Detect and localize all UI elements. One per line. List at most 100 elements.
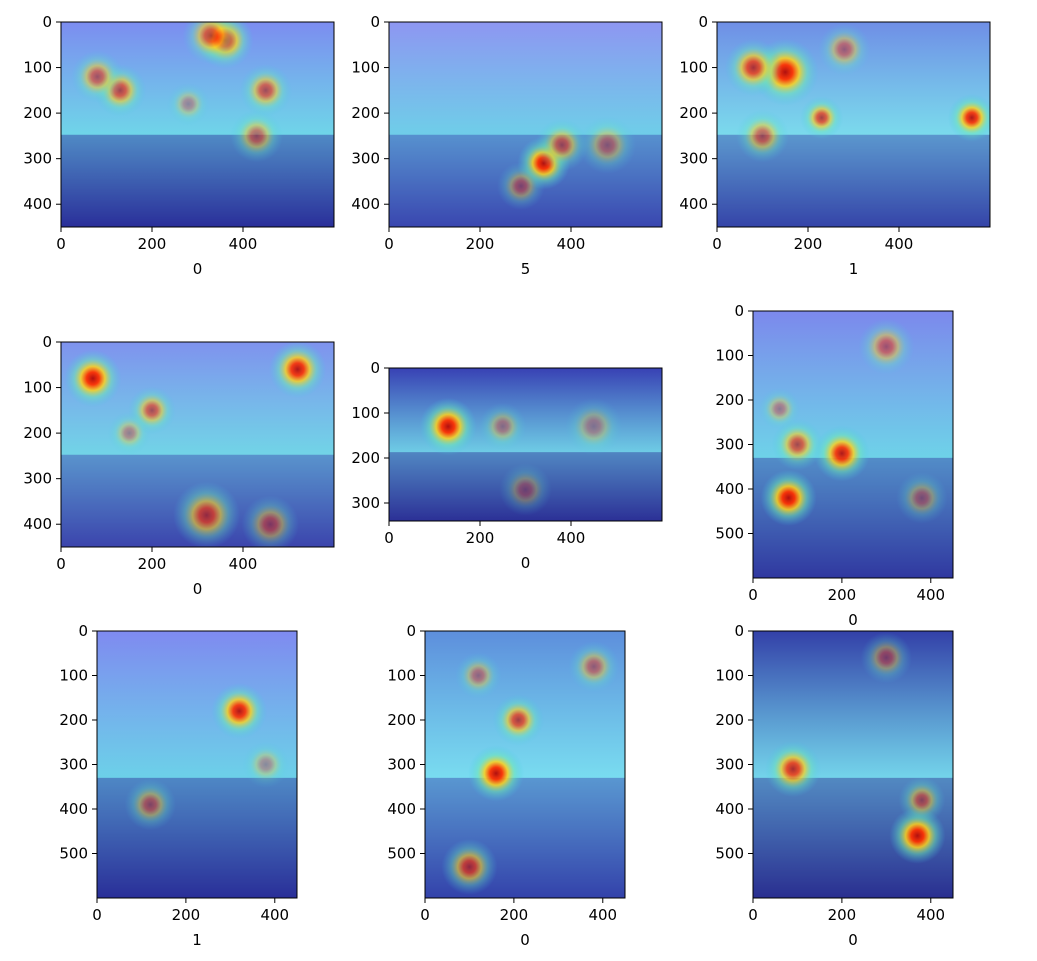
y-tick-label: 400 <box>23 515 52 533</box>
y-tick-label: 300 <box>715 756 744 774</box>
y-tick-label: 100 <box>351 404 380 422</box>
y-tick-label: 100 <box>23 379 52 397</box>
x-tick-label: 0 <box>420 906 430 924</box>
x-axis-label: 0 <box>521 554 531 572</box>
x-tick-label: 0 <box>384 529 394 547</box>
y-tick-label: 400 <box>679 195 708 213</box>
heatmap-panel-1: 0 200 400 0 100 200 300 400 0 <box>23 13 335 278</box>
heatmap-hotspot <box>107 411 151 455</box>
x-tick-label: 400 <box>229 555 258 573</box>
y-tick-label: 200 <box>715 711 744 729</box>
heatmap-hotspot <box>230 109 283 163</box>
heatmap-hotspot <box>419 397 477 456</box>
x-tick-label: 200 <box>466 529 495 547</box>
heatmap-hotspot <box>760 469 817 526</box>
axes-frame <box>60 21 335 228</box>
heatmap-hotspot <box>492 694 545 746</box>
heatmap-hotspot <box>947 93 990 142</box>
y-tick-label: 400 <box>715 800 744 818</box>
y-tick-label: 0 <box>734 302 744 320</box>
x-axis-label: 0 <box>848 611 858 629</box>
y-tick-label: 100 <box>59 667 88 685</box>
y-tick-label: 0 <box>42 333 52 351</box>
x-axis-label: 1 <box>192 931 202 949</box>
x-tick-label: 400 <box>885 235 914 253</box>
y-tick-label: 100 <box>715 347 744 365</box>
y-tick-label: 100 <box>387 667 416 685</box>
heatmap-hotspot <box>497 162 545 210</box>
y-tick-label: 100 <box>679 59 708 77</box>
heatmap-hotspot <box>71 50 124 103</box>
x-tick-label: 200 <box>138 555 167 573</box>
y-tick-label: 400 <box>351 195 380 213</box>
y-tick-label: 0 <box>78 622 88 640</box>
heatmap-hotspot <box>242 741 290 788</box>
heatmap-hotspot <box>568 640 620 693</box>
x-tick-label: 0 <box>56 555 66 573</box>
y-tick-label: 400 <box>387 800 416 818</box>
y-tick-label: 200 <box>59 711 88 729</box>
y-tick-label: 400 <box>23 195 52 213</box>
y-tick-label: 300 <box>59 756 88 774</box>
y-tick-label: 300 <box>387 756 416 774</box>
y-tick-label: 400 <box>59 800 88 818</box>
axes-frame <box>60 341 335 548</box>
heatmap-hotspot <box>736 109 789 163</box>
x-tick-label: 200 <box>828 906 857 924</box>
heatmap-hotspot <box>182 22 240 65</box>
heatmap-hotspot <box>173 481 241 547</box>
y-tick-label: 0 <box>370 13 380 31</box>
heatmap-hotspot <box>124 778 177 831</box>
y-tick-label: 100 <box>351 59 380 77</box>
x-tick-label: 400 <box>260 906 289 924</box>
x-tick-label: 400 <box>916 586 945 604</box>
x-axis-label: 0 <box>193 580 203 598</box>
axes-frame <box>716 21 991 228</box>
y-tick-label: 300 <box>23 150 52 168</box>
x-axis-label: 0 <box>848 931 858 949</box>
y-tick-label: 200 <box>387 711 416 729</box>
y-tick-label: 0 <box>734 622 744 640</box>
heatmap-hotspot <box>578 116 637 174</box>
axes-frame <box>388 21 663 228</box>
x-tick-label: 0 <box>384 235 394 253</box>
heatmap-hotspot <box>724 38 783 97</box>
x-tick-label: 200 <box>466 235 495 253</box>
heatmap-shade <box>61 134 334 227</box>
x-tick-label: 200 <box>794 235 823 253</box>
heatmap-hotspot <box>211 683 268 740</box>
heatmap-hotspot <box>499 463 552 516</box>
x-tick-label: 400 <box>588 906 617 924</box>
x-tick-label: 200 <box>500 906 529 924</box>
x-tick-label: 0 <box>748 906 758 924</box>
heatmap-panel-9: 0 200 400 0 100 200 300 400 500 0 <box>715 622 954 949</box>
y-tick-label: 300 <box>23 470 52 488</box>
heatmap-hotspot <box>166 82 210 126</box>
x-tick-label: 400 <box>557 529 586 547</box>
x-axis-label: 0 <box>193 260 203 278</box>
heatmap-hotspot <box>441 838 498 895</box>
heatmap-panel-7: 0 200 400 0 100 200 300 400 500 1 <box>59 622 298 949</box>
heatmap-hotspot <box>239 64 293 117</box>
y-tick-label: 200 <box>23 424 52 442</box>
heatmap-hotspot <box>771 418 824 471</box>
y-tick-label: 200 <box>679 104 708 122</box>
x-tick-label: 0 <box>56 235 66 253</box>
x-tick-label: 0 <box>748 586 758 604</box>
axes-frame <box>388 367 663 522</box>
heatmap-hotspot <box>535 118 589 172</box>
x-tick-label: 400 <box>557 235 586 253</box>
y-tick-label: 0 <box>370 359 380 377</box>
heatmap-hotspot <box>468 745 525 802</box>
heatmap-panel-6: 0 200 400 0 100 200 300 400 500 0 <box>715 302 954 629</box>
heatmap-hotspot <box>268 342 327 399</box>
y-tick-label: 500 <box>715 845 744 863</box>
y-tick-label: 500 <box>715 525 744 543</box>
y-tick-label: 300 <box>351 150 380 168</box>
x-axis-label: 0 <box>520 931 530 949</box>
heatmap-hotspot <box>454 652 502 699</box>
heatmap-hotspot <box>896 472 948 524</box>
x-axis-label: 5 <box>521 260 531 278</box>
